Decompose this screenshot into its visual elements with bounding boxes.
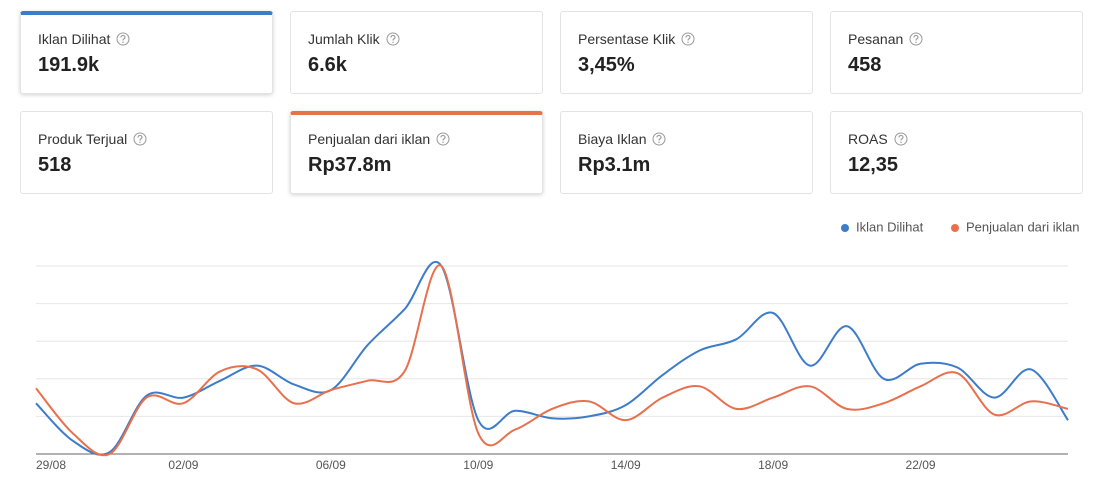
metric-label-text: Jumlah Klik bbox=[308, 31, 380, 47]
help-icon[interactable] bbox=[386, 32, 400, 46]
metric-label-text: Penjualan dari iklan bbox=[308, 131, 431, 147]
x-tick-label: 02/09 bbox=[168, 458, 198, 472]
metric-value-text: Rp3.1m bbox=[578, 154, 651, 176]
metric-card[interactable]: Jumlah Klik 6.6k bbox=[290, 11, 543, 94]
legend-swatch bbox=[951, 224, 959, 232]
help-icon[interactable] bbox=[652, 132, 666, 146]
help-icon[interactable] bbox=[133, 132, 147, 146]
legend-label: Penjualan dari iklan bbox=[966, 219, 1079, 234]
metric-value-text: 518 bbox=[38, 154, 72, 176]
metric-value: 6.6k bbox=[308, 54, 347, 77]
metric-card[interactable]: Biaya Iklan Rp3.1m bbox=[560, 111, 813, 194]
metric-label: Produk Terjual bbox=[38, 131, 147, 147]
metric-card[interactable]: Penjualan dari iklan Rp37.8m bbox=[290, 111, 543, 194]
metric-label-text: Persentase Klik bbox=[578, 31, 676, 47]
x-tick-label: 18/09 bbox=[758, 458, 788, 472]
help-icon[interactable] bbox=[909, 32, 923, 46]
metric-label: Jumlah Klik bbox=[308, 31, 400, 47]
metric-value: 3,45% bbox=[578, 54, 635, 77]
metric-label: Persentase Klik bbox=[578, 31, 695, 47]
metric-value-text: Rp37.8m bbox=[308, 154, 392, 176]
help-icon[interactable] bbox=[681, 32, 695, 46]
help-icon[interactable] bbox=[116, 32, 130, 46]
x-tick-label: 22/09 bbox=[906, 458, 936, 472]
help-icon[interactable] bbox=[436, 132, 450, 146]
metric-label-text: ROAS bbox=[848, 131, 888, 147]
metric-value: Rp3.1m bbox=[578, 154, 650, 177]
metric-value-text: 191.9k bbox=[38, 54, 100, 76]
metric-label: Penjualan dari iklan bbox=[308, 131, 450, 147]
metric-label: Pesanan bbox=[848, 31, 923, 47]
x-tick-label: 14/09 bbox=[611, 458, 641, 472]
metric-value-text: 3,45% bbox=[578, 54, 635, 76]
x-tick-label: 29/08 bbox=[36, 458, 66, 472]
metric-card[interactable]: Iklan Dilihat 191.9k bbox=[20, 11, 273, 94]
series-line bbox=[35, 264, 1069, 457]
metric-value-text: 458 bbox=[848, 54, 882, 76]
metric-value: 12,35 bbox=[848, 154, 898, 177]
metric-label: Biaya Iklan bbox=[578, 131, 666, 147]
metric-card[interactable]: Produk Terjual 518 bbox=[20, 111, 273, 194]
metric-card[interactable]: Persentase Klik 3,45% bbox=[560, 11, 813, 94]
metric-value: 458 bbox=[848, 54, 881, 77]
metric-label-text: Biaya Iklan bbox=[578, 131, 647, 147]
metric-card[interactable]: Pesanan 458 bbox=[830, 11, 1083, 94]
metric-label: ROAS bbox=[848, 131, 908, 147]
x-tick-label: 10/09 bbox=[463, 458, 493, 472]
metric-label-text: Produk Terjual bbox=[38, 131, 128, 147]
legend-label: Iklan Dilihat bbox=[856, 219, 924, 234]
metric-card[interactable]: ROAS 12,35 bbox=[830, 111, 1083, 194]
metric-value: 191.9k bbox=[38, 54, 99, 77]
help-icon[interactable] bbox=[894, 132, 908, 146]
metric-value-text: 12,35 bbox=[848, 154, 899, 176]
metric-label-text: Iklan Dilihat bbox=[38, 31, 111, 47]
metric-value: Rp37.8m bbox=[308, 154, 391, 177]
metric-value-text: 6.6k bbox=[308, 54, 347, 76]
series-line bbox=[35, 261, 1069, 456]
legend-swatch bbox=[841, 224, 849, 232]
metric-value: 518 bbox=[38, 154, 71, 177]
x-tick-label: 06/09 bbox=[316, 458, 346, 472]
metric-label: Iklan Dilihat bbox=[38, 31, 130, 47]
metric-label-text: Pesanan bbox=[848, 31, 904, 47]
